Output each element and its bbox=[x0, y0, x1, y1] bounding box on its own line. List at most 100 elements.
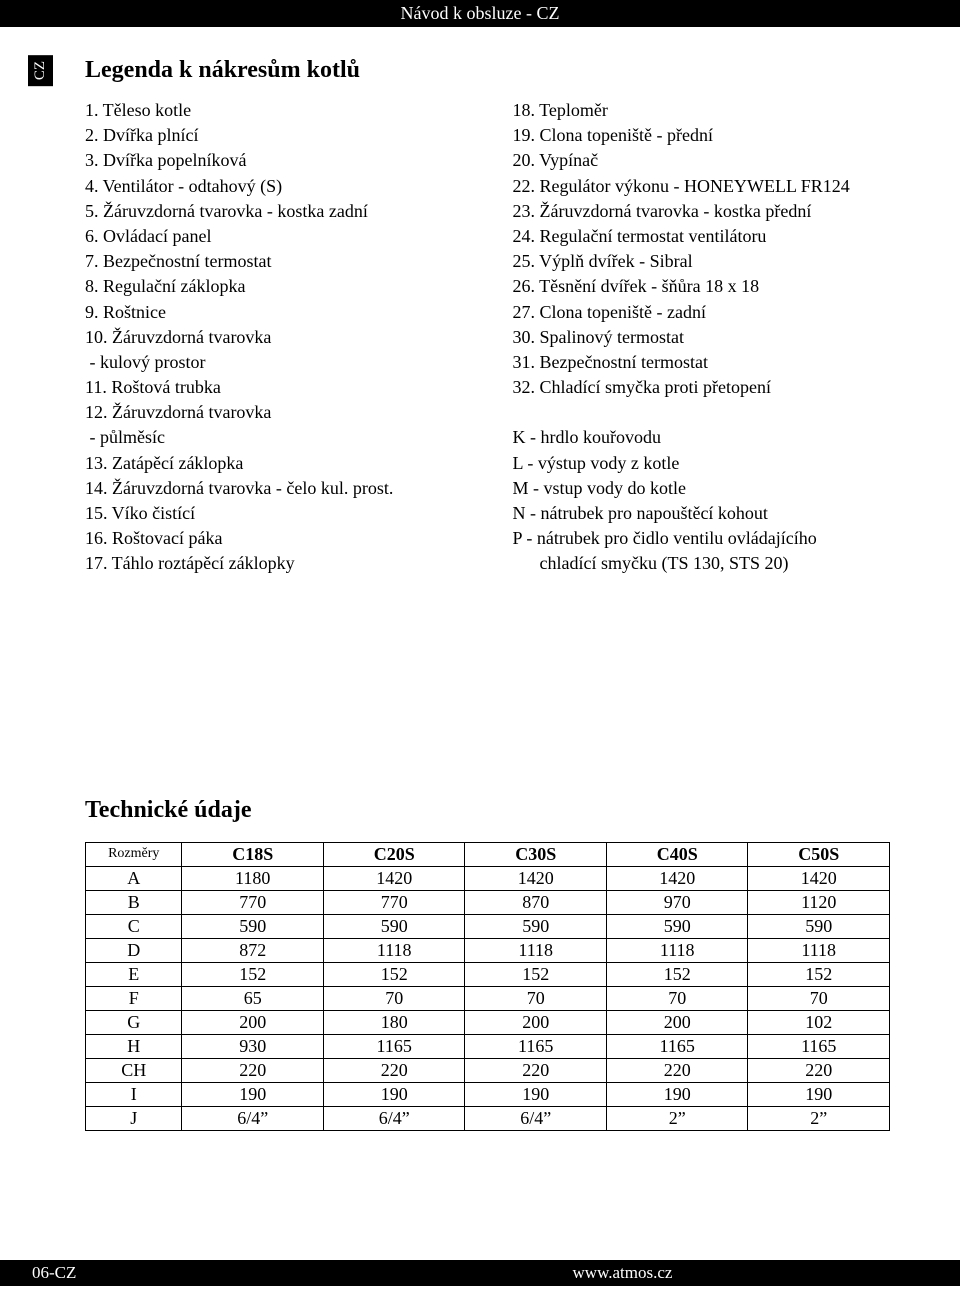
header-title: Návod k obsluze - CZ bbox=[401, 3, 560, 23]
table-cell: 220 bbox=[606, 1058, 748, 1082]
table-corner-cell: Rozměry bbox=[86, 842, 182, 866]
table-cell: 70 bbox=[606, 986, 748, 1010]
table-cell: 152 bbox=[323, 962, 465, 986]
table-body: A11801420142014201420B7707708709701120C5… bbox=[86, 866, 890, 1130]
legend-item: P - nátrubek pro čidlo ventilu ovládajíc… bbox=[513, 526, 891, 551]
table-cell: 1165 bbox=[465, 1034, 607, 1058]
legend-item: - půlměsíc bbox=[85, 425, 463, 450]
table-cell: 102 bbox=[748, 1010, 890, 1034]
legend-item: 22. Regulátor výkonu - HONEYWELL FR124 bbox=[513, 174, 891, 199]
legend-item: 8. Regulační záklopka bbox=[85, 274, 463, 299]
table-cell: 590 bbox=[465, 914, 607, 938]
table-cell: 590 bbox=[748, 914, 890, 938]
table-row-label: F bbox=[86, 986, 182, 1010]
legend-item: N - nátrubek pro napouštěcí kohout bbox=[513, 501, 891, 526]
table-cell: 190 bbox=[606, 1082, 748, 1106]
table-cell: 2” bbox=[606, 1106, 748, 1130]
legend-title: Legenda k nákresům kotlů bbox=[85, 57, 890, 84]
table-row: G200180200200102 bbox=[86, 1010, 890, 1034]
table-cell: 220 bbox=[748, 1058, 890, 1082]
legend-item: 9. Roštnice bbox=[85, 300, 463, 325]
legend-item: M - vstup vody do kotle bbox=[513, 476, 891, 501]
side-tab-label: CZ bbox=[32, 61, 48, 80]
legend-item: 1. Těleso kotle bbox=[85, 98, 463, 123]
table-cell: 1165 bbox=[323, 1034, 465, 1058]
legend-item: 25. Výplň dvířek - Sibral bbox=[513, 249, 891, 274]
table-row-label: C bbox=[86, 914, 182, 938]
table-row-label: CH bbox=[86, 1058, 182, 1082]
legend-item bbox=[513, 400, 891, 425]
table-cell: 6/4” bbox=[465, 1106, 607, 1130]
table-cell: 152 bbox=[606, 962, 748, 986]
table-cell: 1420 bbox=[748, 866, 890, 890]
legend-right-column: 18. Teploměr19. Clona topeniště - přední… bbox=[513, 98, 891, 577]
table-row: C590590590590590 bbox=[86, 914, 890, 938]
table-column-header: C40S bbox=[606, 842, 748, 866]
table-cell: 65 bbox=[182, 986, 324, 1010]
table-cell: 70 bbox=[748, 986, 890, 1010]
legend-item: 7. Bezpečnostní termostat bbox=[85, 249, 463, 274]
table-column-header: C50S bbox=[748, 842, 890, 866]
table-cell: 1420 bbox=[323, 866, 465, 890]
legend-item: 32. Chladící smyčka proti přetopení bbox=[513, 375, 891, 400]
table-cell: 152 bbox=[182, 962, 324, 986]
legend-item: 31. Bezpečnostní termostat bbox=[513, 350, 891, 375]
legend-item: 26. Těsnění dvířek - šňůra 18 x 18 bbox=[513, 274, 891, 299]
table-cell: 220 bbox=[182, 1058, 324, 1082]
table-row: E152152152152152 bbox=[86, 962, 890, 986]
table-header-row: RozměryC18SC20SC30SC40SC50S bbox=[86, 842, 890, 866]
table-cell: 152 bbox=[465, 962, 607, 986]
table-cell: 770 bbox=[323, 890, 465, 914]
legend-item: 11. Roštová trubka bbox=[85, 375, 463, 400]
table-cell: 1165 bbox=[606, 1034, 748, 1058]
footer-bar: 06-CZ www.atmos.cz bbox=[0, 1260, 960, 1286]
table-cell: 1118 bbox=[748, 938, 890, 962]
table-cell: 200 bbox=[182, 1010, 324, 1034]
legend-item: 19. Clona topeniště - přední bbox=[513, 123, 891, 148]
footer-page-number: 06-CZ bbox=[0, 1260, 285, 1286]
table-row-label: A bbox=[86, 866, 182, 890]
content: Legenda k nákresům kotlů 1. Těleso kotle… bbox=[0, 27, 960, 1131]
legend-columns: 1. Těleso kotle2. Dvířka plnící3. Dvířka… bbox=[85, 98, 890, 577]
table-row-label: B bbox=[86, 890, 182, 914]
table-cell: 590 bbox=[606, 914, 748, 938]
table-cell: 1118 bbox=[606, 938, 748, 962]
table-cell: 872 bbox=[182, 938, 324, 962]
table-column-header: C20S bbox=[323, 842, 465, 866]
side-language-tab: CZ bbox=[28, 55, 53, 86]
table-cell: 190 bbox=[182, 1082, 324, 1106]
legend-item: 16. Roštovací páka bbox=[85, 526, 463, 551]
table-row-label: E bbox=[86, 962, 182, 986]
legend-item: 10. Žáruvzdorná tvarovka bbox=[85, 325, 463, 350]
table-cell: 1118 bbox=[465, 938, 607, 962]
table-cell: 870 bbox=[465, 890, 607, 914]
legend-item: 13. Zatápěcí záklopka bbox=[85, 451, 463, 476]
table-cell: 1180 bbox=[182, 866, 324, 890]
table-column-header: C18S bbox=[182, 842, 324, 866]
legend-item: 24. Regulační termostat ventilátoru bbox=[513, 224, 891, 249]
legend-item: 23. Žáruvzdorná tvarovka - kostka přední bbox=[513, 199, 891, 224]
legend-item: 27. Clona topeniště - zadní bbox=[513, 300, 891, 325]
spec-table: RozměryC18SC20SC30SC40SC50S A11801420142… bbox=[85, 842, 890, 1131]
table-row: B7707708709701120 bbox=[86, 890, 890, 914]
legend-item: - kulový prostor bbox=[85, 350, 463, 375]
legend-item: 14. Žáruvzdorná tvarovka - čelo kul. pro… bbox=[85, 476, 463, 501]
table-cell: 590 bbox=[323, 914, 465, 938]
table-cell: 70 bbox=[465, 986, 607, 1010]
table-row: A11801420142014201420 bbox=[86, 866, 890, 890]
table-cell: 770 bbox=[182, 890, 324, 914]
table-cell: 1120 bbox=[748, 890, 890, 914]
legend-item: 30. Spalinový termostat bbox=[513, 325, 891, 350]
legend-item: 12. Žáruvzdorná tvarovka bbox=[85, 400, 463, 425]
table-cell: 220 bbox=[465, 1058, 607, 1082]
legend-item: 6. Ovládací panel bbox=[85, 224, 463, 249]
legend-item: 4. Ventilátor - odtahový (S) bbox=[85, 174, 463, 199]
table-cell: 1165 bbox=[748, 1034, 890, 1058]
table-cell: 180 bbox=[323, 1010, 465, 1034]
table-row: J6/4”6/4”6/4”2”2” bbox=[86, 1106, 890, 1130]
table-row: F6570707070 bbox=[86, 986, 890, 1010]
table-cell: 152 bbox=[748, 962, 890, 986]
table-row-label: I bbox=[86, 1082, 182, 1106]
legend-item: chladící smyčku (TS 130, STS 20) bbox=[513, 551, 891, 576]
table-column-header: C30S bbox=[465, 842, 607, 866]
